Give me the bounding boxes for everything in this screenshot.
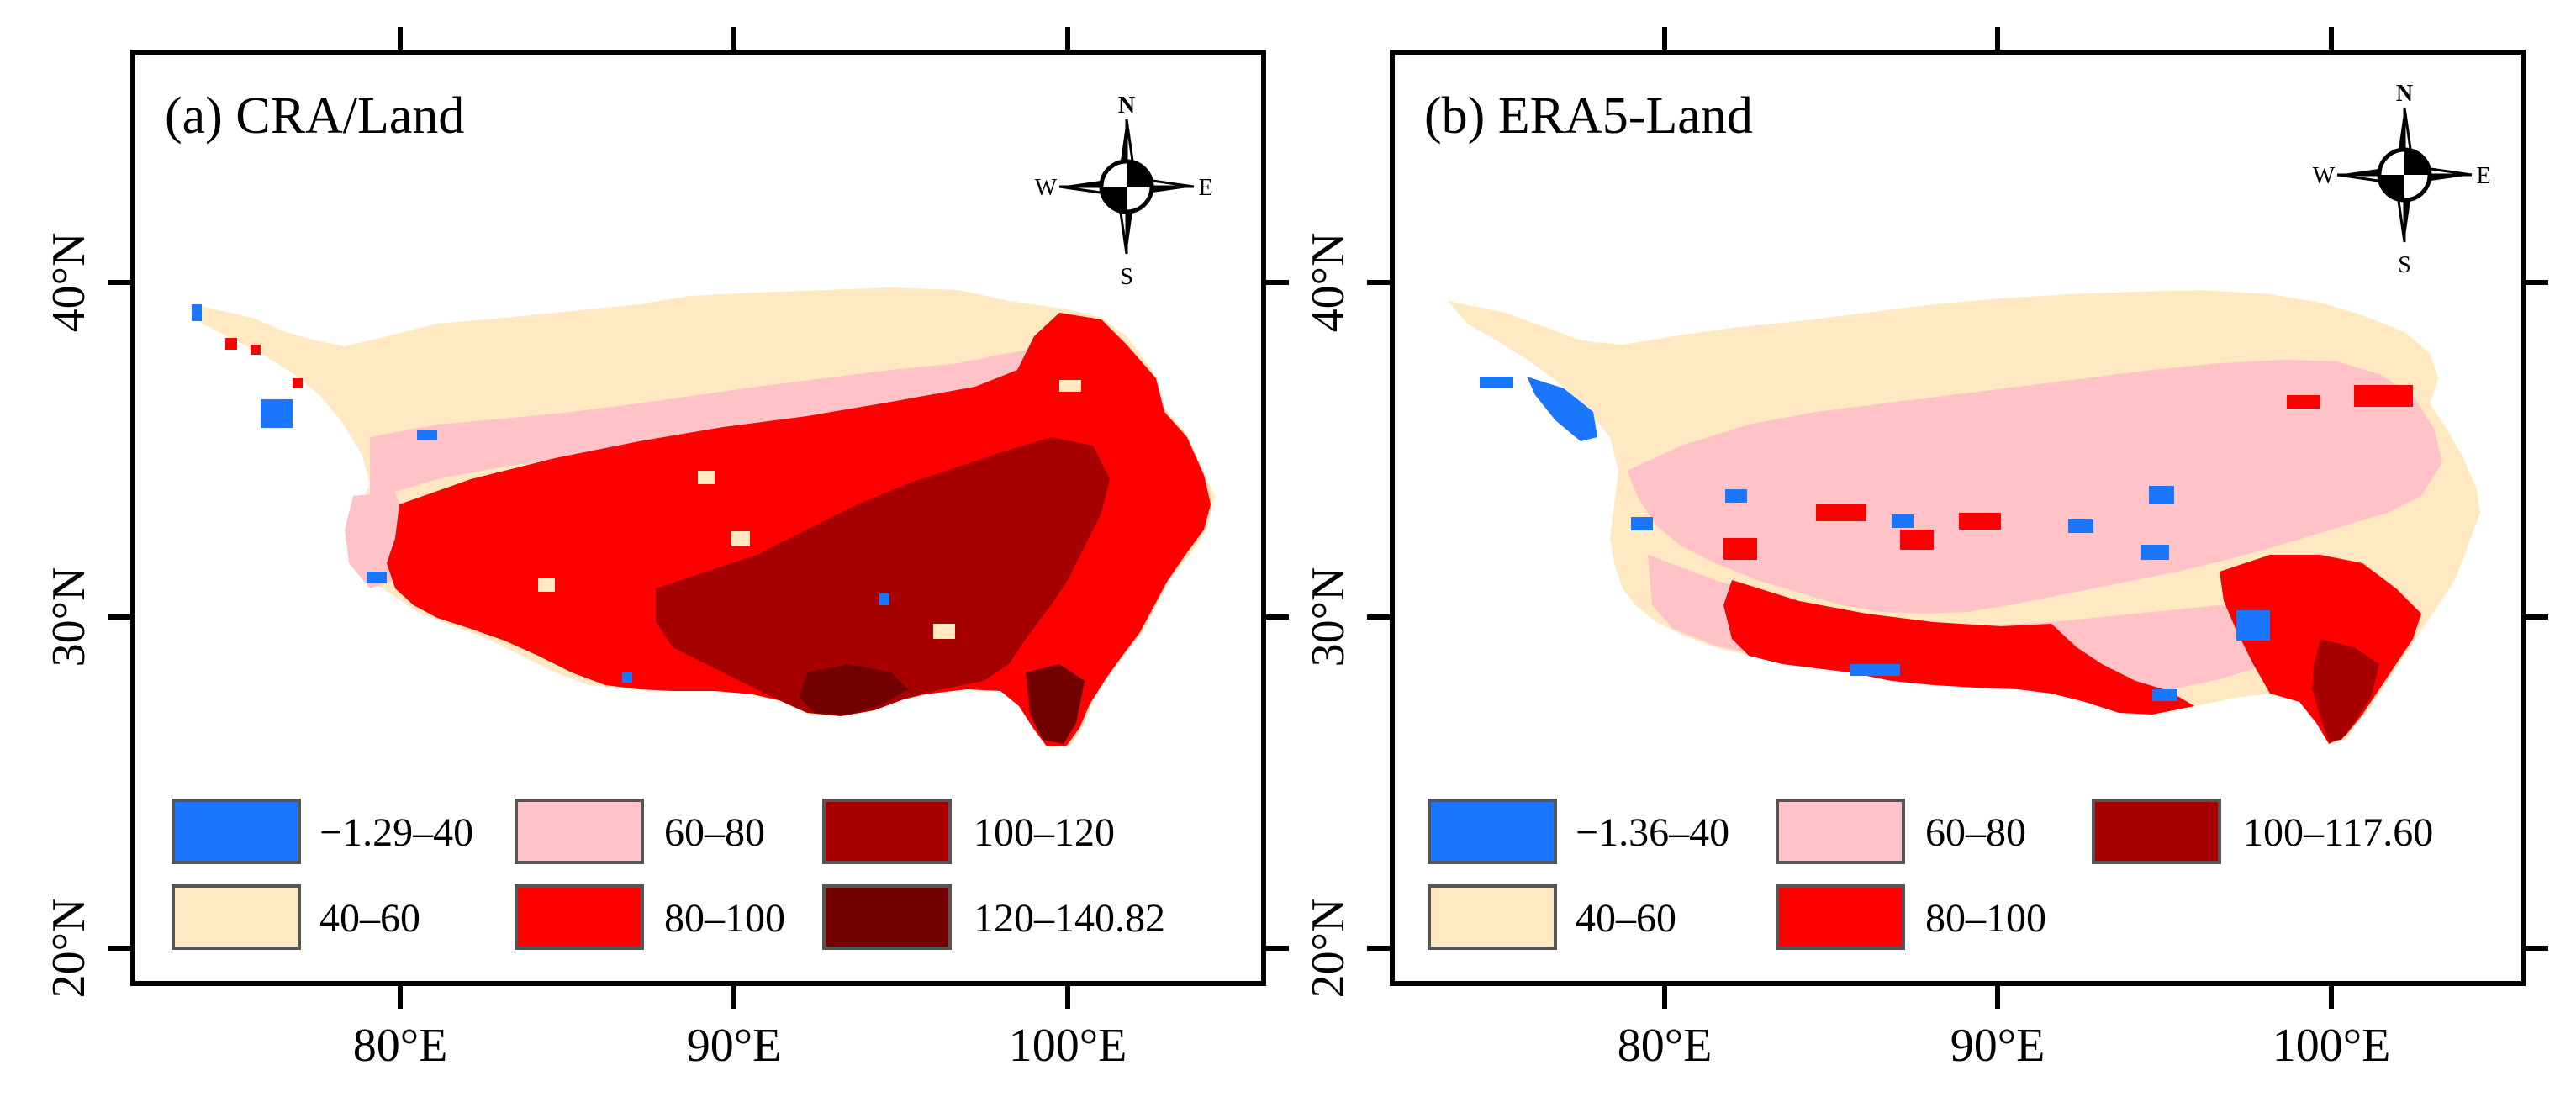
legend-swatch	[172, 799, 301, 864]
panel-a-legend: −1.29–40 40–60 60–80 80–100 100–120 120–…	[172, 799, 1165, 950]
legend-swatch	[1428, 799, 1557, 864]
y-tick-label: 40°N	[1302, 233, 1354, 333]
panel-a-ticks	[108, 27, 1289, 1009]
legend-label: 80–100	[664, 896, 785, 941]
legend-swatch	[515, 884, 644, 950]
legend-swatch	[822, 884, 952, 950]
legend-label: 100–117.60	[2243, 810, 2433, 855]
legend-label: 100–120	[974, 810, 1115, 855]
legend-swatch	[1428, 884, 1557, 950]
x-tick-label: 90°E	[687, 1020, 782, 1072]
panel-a-map	[192, 287, 1215, 748]
x-tick-label: 80°E	[1618, 1020, 1713, 1072]
pink-region	[1627, 360, 2442, 614]
panel-a: N S E W (a) CRA/Land −1.29–40 40–60 60–8…	[43, 27, 1289, 1072]
pink-band	[370, 349, 1051, 504]
y-tick-label: 30°N	[43, 567, 95, 667]
legend-label: 40–60	[319, 896, 420, 941]
x-tick-label: 100°E	[1009, 1020, 1127, 1072]
compass-s: S	[2398, 252, 2411, 278]
y-tick-label: 30°N	[1302, 567, 1354, 667]
legend-swatch	[1776, 799, 1905, 864]
red-south	[1723, 580, 2194, 715]
y-tick-label: 20°N	[1302, 899, 1354, 999]
legend-swatch	[172, 884, 301, 950]
panel-b-title: (b) ERA5-Land	[1424, 87, 1753, 145]
legend-swatch	[2092, 799, 2221, 864]
panel-b-red-patches	[1723, 385, 2413, 560]
legend-swatch	[515, 799, 644, 864]
panel-b-map	[1448, 290, 2480, 744]
x-tick-label: 100°E	[2272, 1020, 2391, 1072]
legend-swatch	[1776, 884, 1905, 950]
compass-s: S	[1120, 264, 1133, 290]
panel-a-blue-cells	[192, 304, 889, 683]
darkest-region	[799, 664, 908, 715]
compass-e: E	[1198, 175, 1212, 201]
compass-w: W	[2313, 163, 2336, 189]
legend-label: −1.36–40	[1576, 810, 1729, 855]
x-tick-label: 80°E	[353, 1020, 448, 1072]
y-tick-label: 20°N	[43, 899, 95, 999]
legend-label: 60–80	[1925, 810, 2026, 855]
darkest-region-2	[1026, 664, 1085, 744]
panel-a-compass: N S E W	[1035, 92, 1213, 290]
legend-label: 40–60	[1576, 896, 1676, 941]
legend-label: 120–140.82	[974, 896, 1165, 941]
x-tick-label: 90°E	[1950, 1020, 2045, 1072]
panel-a-red-cells-west	[225, 338, 303, 388]
darkred-southeast	[2312, 639, 2379, 741]
compass-n: N	[2396, 81, 2413, 107]
legend-label: 80–100	[1925, 896, 2046, 941]
compass-e: E	[2476, 163, 2490, 189]
panel-b-compass: N S E W	[2313, 81, 2491, 278]
darkred-region	[656, 437, 1110, 716]
legend-label: −1.29–40	[319, 810, 473, 855]
compass-w: W	[1035, 175, 1058, 201]
y-tick-label: 40°N	[43, 233, 95, 333]
compass-n: N	[1118, 92, 1135, 119]
panel-b-blue-patches	[1480, 377, 2270, 701]
panel-a-title: (a) CRA/Land	[165, 87, 464, 145]
panel-b-ticks	[1367, 27, 2548, 1009]
panel-b: N S E W (b) ERA5-Land −1.36–40 40–60 60–…	[1302, 27, 2548, 1072]
panel-b-legend: −1.36–40 40–60 60–80 80–100 100–117.60	[1428, 799, 2433, 950]
legend-label: 60–80	[664, 810, 765, 855]
legend-swatch	[822, 799, 952, 864]
panel-a-speckles-light	[538, 380, 1081, 639]
